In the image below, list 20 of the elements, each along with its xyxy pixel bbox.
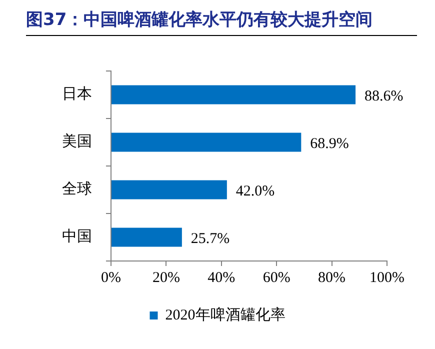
y-tick-label: 中国: [62, 228, 92, 246]
x-tick-label: 100%: [370, 270, 404, 286]
y-tick-label: 美国: [62, 133, 92, 150]
data-label: 88.6%: [364, 88, 404, 105]
x-tick-label: 20%: [152, 270, 180, 286]
data-label: 68.9%: [310, 136, 349, 152]
bar: [112, 132, 302, 152]
y-tick-label: 全球: [62, 180, 92, 198]
x-tick-label: 0%: [101, 270, 121, 286]
data-label: 42.0%: [236, 184, 275, 200]
bar: [112, 180, 227, 200]
x-tick-label: 60%: [262, 270, 290, 286]
legend-label: 2020年啤酒罐化率: [165, 306, 286, 324]
x-tick-label: 40%: [208, 270, 236, 286]
data-label: 25.7%: [190, 231, 230, 248]
bar: [112, 85, 356, 104]
bar: [112, 228, 182, 247]
chart-title: 图37：中国啤酒罐化率水平仍有较大提升空间: [26, 8, 417, 36]
x-tick-label: 80%: [318, 270, 346, 286]
y-tick-label: 日本: [62, 86, 92, 103]
